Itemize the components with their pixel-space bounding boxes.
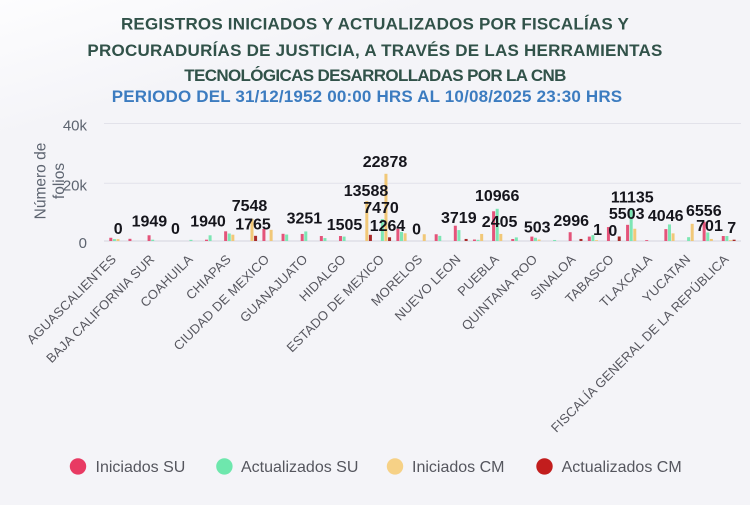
svg-text:20k: 20k: [63, 177, 88, 194]
svg-text:7: 7: [727, 220, 736, 237]
svg-text:6556: 6556: [686, 203, 722, 220]
svg-text:Iniciados SU: Iniciados SU: [96, 459, 186, 476]
svg-text:7548: 7548: [232, 198, 268, 215]
svg-text:FISCALÍA GENERAL DE LA REPÚBLI: FISCALÍA GENERAL DE LA REPÚBLICA: [548, 251, 732, 435]
svg-text:40k: 40k: [63, 118, 88, 135]
svg-text:0: 0: [114, 221, 123, 238]
svg-text:1765: 1765: [235, 217, 271, 234]
svg-text:13588: 13588: [344, 183, 389, 200]
svg-text:0: 0: [412, 222, 421, 239]
svg-text:Número de: Número de: [33, 143, 50, 220]
svg-text:0: 0: [171, 221, 180, 238]
svg-text:1505: 1505: [327, 217, 363, 234]
svg-text:Iniciados CM: Iniciados CM: [412, 459, 504, 476]
svg-text:10966: 10966: [475, 188, 520, 205]
svg-text:4046: 4046: [648, 208, 684, 225]
svg-text:22878: 22878: [363, 154, 408, 171]
svg-text:Actualizados CM: Actualizados CM: [562, 459, 682, 476]
svg-text:folios: folios: [51, 163, 68, 199]
svg-text:5503: 5503: [609, 206, 645, 223]
svg-text:Actualizados SU: Actualizados SU: [241, 459, 358, 476]
svg-text:PERIODO DEL 31/12/1952 00:00 H: PERIODO DEL 31/12/1952 00:00 HRS AL 10/0…: [112, 87, 623, 106]
svg-text:TECNOLÓGICAS DESARROLLADAS POR: TECNOLÓGICAS DESARROLLADAS POR LA CNB: [184, 66, 566, 85]
svg-text:GUANAJUATO: GUANAJUATO: [237, 252, 311, 326]
svg-text:3251: 3251: [287, 211, 323, 228]
svg-text:11135: 11135: [611, 190, 654, 207]
svg-text:NUEVO LEON: NUEVO LEON: [392, 252, 464, 324]
svg-text:1264: 1264: [370, 218, 406, 235]
svg-text:701: 701: [696, 218, 723, 235]
svg-text:1949: 1949: [132, 214, 168, 231]
svg-text:0: 0: [79, 235, 87, 252]
svg-text:PROCURADURÍAS DE JUSTICIA, A T: PROCURADURÍAS DE JUSTICIA, A TRAVÉS DE L…: [87, 41, 662, 60]
svg-text:1: 1: [593, 222, 602, 239]
svg-text:2405: 2405: [482, 214, 518, 231]
svg-text:2996: 2996: [553, 213, 589, 230]
svg-text:1940: 1940: [190, 214, 226, 231]
svg-text:3719: 3719: [441, 210, 477, 227]
svg-text:503: 503: [524, 219, 551, 236]
svg-text:7470: 7470: [363, 200, 399, 217]
svg-text:0: 0: [608, 223, 617, 240]
svg-text:REGISTROS INICIADOS Y ACTUALIZ: REGISTROS INICIADOS Y ACTUALIZADOS POR F…: [121, 14, 630, 33]
